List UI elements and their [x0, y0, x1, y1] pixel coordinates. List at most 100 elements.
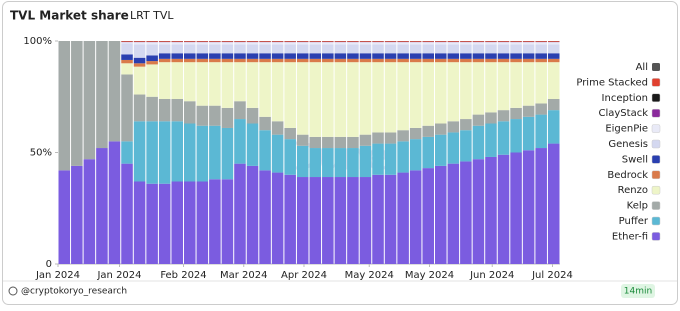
- legend-label[interactable]: Swell: [622, 154, 648, 165]
- bar-segment: [134, 95, 146, 122]
- bar-segment: [234, 41, 246, 42]
- bar-segment: [171, 181, 183, 264]
- bar-segment: [146, 64, 158, 96]
- bar-segment: [121, 60, 133, 63]
- bar-segment: [159, 184, 171, 264]
- bar-segment: [473, 42, 485, 44]
- legend-label[interactable]: ClayStack: [599, 108, 649, 119]
- bar-segment: [448, 42, 460, 44]
- bar-segment: [209, 126, 221, 180]
- bar-segment: [422, 53, 434, 59]
- bar-segment: [460, 53, 472, 59]
- bar-segment: [535, 41, 547, 42]
- bar-segment: [322, 41, 334, 42]
- bar-segment: [134, 42, 146, 44]
- bar-segment: [96, 41, 108, 148]
- bar-segment: [448, 41, 460, 42]
- bar-segment: [209, 42, 221, 44]
- bar-segment: [146, 41, 158, 42]
- bar-segment: [234, 44, 246, 53]
- bar-segment: [322, 137, 334, 148]
- bar-segment: [510, 53, 522, 59]
- bar-segment: [234, 101, 246, 119]
- legend-label[interactable]: Inception: [602, 93, 648, 104]
- legend-label[interactable]: All: [636, 62, 648, 73]
- bar-segment: [372, 42, 384, 44]
- bar-segment: [247, 124, 259, 166]
- bar-segment: [272, 44, 284, 53]
- bar-segment: [171, 44, 183, 53]
- bar-segment: [222, 128, 234, 179]
- bar-segment: [209, 179, 221, 264]
- bar-segment: [448, 62, 460, 121]
- bar-segment: [347, 59, 359, 62]
- y-tick-label: 0: [46, 259, 52, 270]
- bar-segment: [197, 42, 209, 44]
- legend-swatch: [652, 186, 660, 194]
- bar-segment: [410, 42, 422, 44]
- bar-segment: [272, 173, 284, 264]
- bar-segment: [209, 53, 221, 59]
- bar-segment: [297, 42, 309, 44]
- bar-segment: [498, 121, 510, 154]
- bar-segment: [209, 106, 221, 126]
- bar-segment: [284, 128, 296, 139]
- bar-segment: [360, 42, 372, 44]
- legend-label[interactable]: Genesis: [608, 139, 648, 150]
- bar-segment: [510, 119, 522, 152]
- bar-segment: [485, 53, 497, 59]
- legend-label[interactable]: Ether-fi: [612, 231, 648, 242]
- bar-segment: [435, 166, 447, 264]
- bar-segment: [535, 103, 547, 114]
- bar-segment: [159, 62, 171, 99]
- bar-segment: [134, 181, 146, 264]
- bar-segment: [448, 121, 460, 132]
- bar-segment: [134, 121, 146, 181]
- bar-segment: [310, 41, 322, 42]
- bar-segment: [322, 44, 334, 53]
- bar-segment: [197, 106, 209, 126]
- bar-segment: [222, 108, 234, 128]
- bar-segment: [498, 155, 510, 264]
- bar-segment: [397, 53, 409, 59]
- legend-label[interactable]: Prime Stacked: [576, 77, 648, 88]
- legend-label[interactable]: Bedrock: [607, 170, 648, 181]
- bar-segment: [297, 146, 309, 177]
- legend-label[interactable]: Puffer: [619, 216, 649, 227]
- bar-segment: [184, 59, 196, 62]
- bar-segment: [523, 62, 535, 105]
- bar-segment: [335, 44, 347, 53]
- bar-segment: [272, 62, 284, 121]
- bar-segment: [523, 150, 535, 264]
- bar-segment: [510, 153, 522, 265]
- bar-segment: [448, 44, 460, 53]
- bar-segment: [184, 181, 196, 264]
- bar-segment: [410, 53, 422, 59]
- bar-segment: [297, 62, 309, 134]
- bar-segment: [523, 41, 535, 42]
- bar-segment: [134, 58, 146, 64]
- author[interactable]: @cryptokoryo_research: [21, 287, 127, 297]
- bar-segment: [197, 59, 209, 62]
- tab-label[interactable]: LRT TVL: [130, 9, 174, 22]
- bar-segment: [272, 121, 284, 134]
- bar-segment: [422, 168, 434, 264]
- bar-segment: [297, 177, 309, 264]
- bar-segment: [197, 44, 209, 53]
- bar-segment: [247, 108, 259, 124]
- bar-segment: [121, 164, 133, 264]
- bar-segment: [284, 42, 296, 44]
- bar-segment: [184, 124, 196, 182]
- bar-segment: [222, 179, 234, 264]
- bar-segment: [372, 41, 384, 42]
- bar-segment: [485, 157, 497, 264]
- bar-segment: [448, 164, 460, 264]
- legend-label[interactable]: Renzo: [618, 185, 648, 196]
- legend-label[interactable]: EigenPie: [605, 124, 648, 135]
- bar-segment: [247, 59, 259, 62]
- bar-segment: [435, 59, 447, 62]
- bar-segment: [184, 62, 196, 101]
- legend-label[interactable]: Kelp: [627, 201, 648, 212]
- bar-segment: [297, 44, 309, 53]
- bar-segment: [234, 62, 246, 101]
